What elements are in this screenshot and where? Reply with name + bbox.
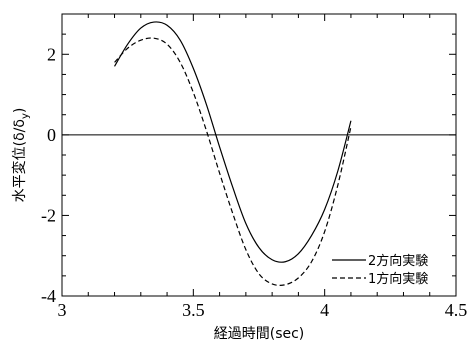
x-tick-label: 3 — [58, 300, 67, 320]
y-tick-label: -2 — [41, 205, 56, 225]
x-axis-title: 経過時間(sec) — [214, 326, 305, 342]
y-axis-title: 水平変位(δ/δy) — [11, 108, 31, 203]
y-tick-label: 0 — [47, 125, 56, 145]
legend-label-1way: 1方向実験 — [368, 271, 428, 287]
legend: 2方向実験 1方向実験 — [332, 253, 428, 287]
x-tick-label: 3.5 — [182, 300, 205, 320]
y-tick-label: -4 — [41, 286, 56, 306]
legend-label-2way: 2方向実験 — [368, 253, 428, 269]
series-line-2way — [114, 21, 352, 263]
x-tick-label: 4.5 — [445, 300, 468, 320]
plot-content — [62, 21, 456, 286]
axes: 3 3.5 4 4.5 -4 -2 0 2 — [41, 13, 468, 320]
series-line-1way — [114, 37, 352, 286]
y-tick-label: 2 — [47, 44, 56, 64]
x-tick-label: 4 — [320, 300, 329, 320]
